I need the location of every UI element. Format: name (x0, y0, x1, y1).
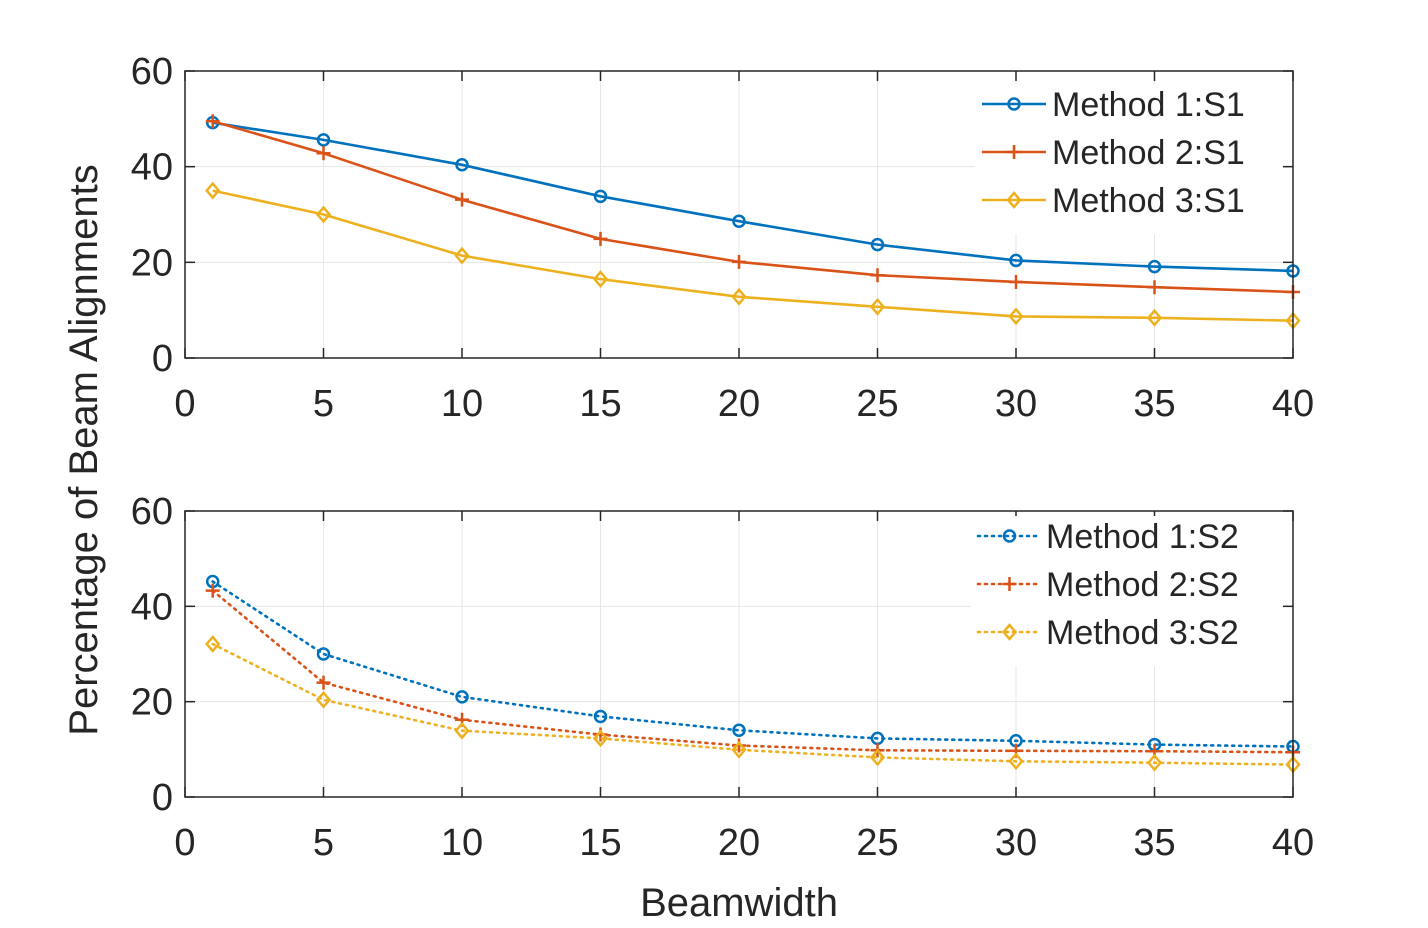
x-tick-label: 0 (174, 822, 195, 864)
x-tick-label: 20 (718, 822, 760, 864)
series-line (211, 589, 1295, 754)
legend-entry: Method 3:S2 (1046, 614, 1239, 652)
y-tick-label: 60 (131, 491, 173, 533)
series-top-2 (205, 114, 1300, 299)
legend-bottom: Method 1:S2 Method 2:S2 Method 3:S2 (971, 516, 1283, 666)
x-tick-label: 15 (579, 822, 621, 864)
axes-box-bottom (184, 510, 1294, 798)
x-tick-label: 30 (995, 383, 1037, 425)
data-point (454, 246, 470, 265)
legend-top: Method 1:S1 Method 2:S1 Method 3:S1 (975, 84, 1283, 234)
series-line (212, 121, 1294, 273)
data-point (593, 709, 608, 724)
legend-entry: Method 1:S2 (1046, 518, 1239, 556)
series-line (212, 189, 1294, 322)
data-point (1146, 753, 1163, 772)
data-point (869, 297, 886, 316)
legend-entry: Method 2:S2 (1046, 566, 1239, 604)
y-tick-label: 20 (131, 242, 173, 284)
data-point (205, 583, 220, 598)
legend-entry: Method 2:S1 (1052, 134, 1245, 172)
data-point (731, 740, 747, 759)
x-tick-label: 25 (856, 383, 898, 425)
data-point (1009, 274, 1023, 289)
y-tick-label: 40 (131, 147, 173, 189)
data-point (455, 192, 469, 207)
data-point (316, 133, 331, 147)
data-point (1146, 308, 1163, 327)
x-tick-label: 5 (313, 822, 334, 864)
data-point (315, 690, 332, 709)
data-point (870, 268, 885, 283)
x-tick-label: 40 (1272, 383, 1314, 425)
data-point (1147, 280, 1162, 295)
data-point (1147, 259, 1162, 274)
x-tick-label: 35 (1133, 822, 1175, 864)
data-point (1008, 752, 1024, 771)
legend-marker (1001, 623, 1018, 641)
x-tick-label: 40 (1272, 822, 1314, 864)
data-point (593, 231, 608, 246)
data-point (316, 675, 331, 690)
legend-box (971, 516, 1283, 666)
data-point (316, 146, 331, 161)
data-point (205, 635, 221, 653)
data-point (732, 738, 746, 753)
x-tick-label: 0 (174, 383, 195, 425)
y-axis-label: Percentage of Beam Alignments (62, 164, 106, 735)
data-point (1009, 253, 1023, 268)
series-top-3 (205, 181, 1301, 330)
series-line (211, 642, 1295, 766)
x-tick-label: 30 (995, 822, 1037, 864)
legend-marker (1002, 577, 1017, 591)
data-point (732, 254, 746, 269)
legend-marker (1006, 191, 1022, 209)
y-tick-label: 20 (131, 682, 173, 724)
y-tick-label: 60 (131, 51, 173, 93)
data-point (869, 748, 886, 767)
series-bottom-3 (205, 635, 1301, 774)
y-tick-label: 40 (131, 586, 173, 628)
x-tick-label: 5 (313, 383, 334, 425)
legend-box (975, 84, 1283, 234)
y-tick-label: 0 (152, 777, 173, 819)
x-tick-label: 10 (441, 822, 483, 864)
x-tick-label: 15 (579, 383, 621, 425)
y-tick-label: 0 (152, 338, 173, 380)
legend-entry: Method 1:S1 (1052, 86, 1245, 124)
legend-marker (1002, 529, 1017, 543)
axes-box-top (184, 70, 1294, 359)
legend-marker (1007, 97, 1021, 111)
data-point (731, 287, 747, 306)
x-tick-label: 10 (441, 383, 483, 425)
series-line (211, 580, 1295, 748)
legend-entry: Method 3:S1 (1052, 182, 1245, 220)
data-point (454, 721, 470, 740)
data-point (205, 114, 220, 129)
data-point (455, 158, 469, 172)
data-point (315, 205, 332, 224)
x-tick-label: 25 (856, 822, 898, 864)
data-point (732, 214, 746, 228)
data-point (316, 647, 331, 661)
data-point (870, 237, 885, 252)
legend-marker (1007, 145, 1021, 159)
data-point (1008, 307, 1024, 326)
data-point (455, 690, 469, 704)
x-tick-label: 35 (1133, 383, 1175, 425)
data-point (205, 181, 221, 200)
data-point (592, 729, 609, 748)
x-axis-label: Beamwidth (640, 881, 838, 925)
data-point (592, 270, 609, 288)
x-tick-label: 20 (718, 383, 760, 425)
data-point (732, 723, 746, 738)
data-point (593, 189, 608, 204)
